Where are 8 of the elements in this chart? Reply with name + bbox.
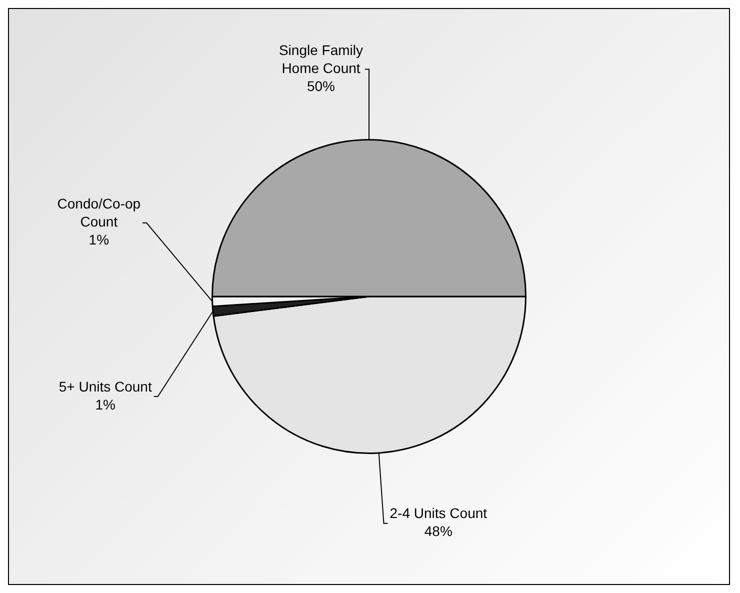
slice-label: Single Family Home Count bbox=[278, 42, 363, 76]
data-label: 48% bbox=[424, 523, 452, 540]
data-label: 50% bbox=[306, 78, 335, 94]
slice-label: Condo/Co-op Count bbox=[57, 196, 141, 230]
data-label: 1% bbox=[88, 232, 110, 248]
slice-label: 5+ Units Count bbox=[58, 378, 152, 394]
slice-label: 2-4 Units Count bbox=[390, 505, 488, 522]
data-label: 1% bbox=[95, 396, 116, 412]
